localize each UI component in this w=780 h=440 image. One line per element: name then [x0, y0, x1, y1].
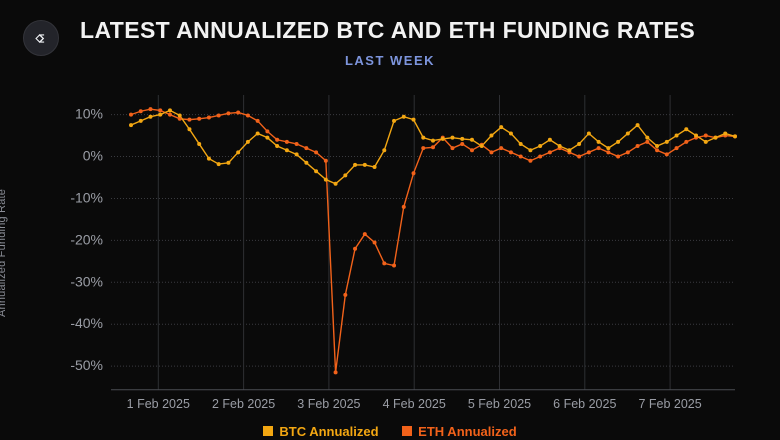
svg-text:3 Feb 2025: 3 Feb 2025	[297, 397, 360, 411]
svg-text:2 Feb 2025: 2 Feb 2025	[212, 397, 275, 411]
svg-text:10%: 10%	[75, 106, 103, 122]
svg-text:-10%: -10%	[70, 189, 103, 205]
svg-text:-20%: -20%	[70, 231, 103, 247]
svg-text:5 Feb 2025: 5 Feb 2025	[468, 397, 531, 411]
svg-text:6 Feb 2025: 6 Feb 2025	[553, 397, 616, 411]
svg-text:7 Feb 2025: 7 Feb 2025	[638, 397, 701, 411]
svg-text:0%: 0%	[83, 148, 103, 164]
svg-text:1 Feb 2025: 1 Feb 2025	[127, 397, 190, 411]
svg-text:4 Feb 2025: 4 Feb 2025	[383, 397, 446, 411]
svg-text:-50%: -50%	[70, 357, 103, 373]
svg-text:-30%: -30%	[70, 273, 103, 289]
svg-text:-40%: -40%	[70, 315, 103, 331]
